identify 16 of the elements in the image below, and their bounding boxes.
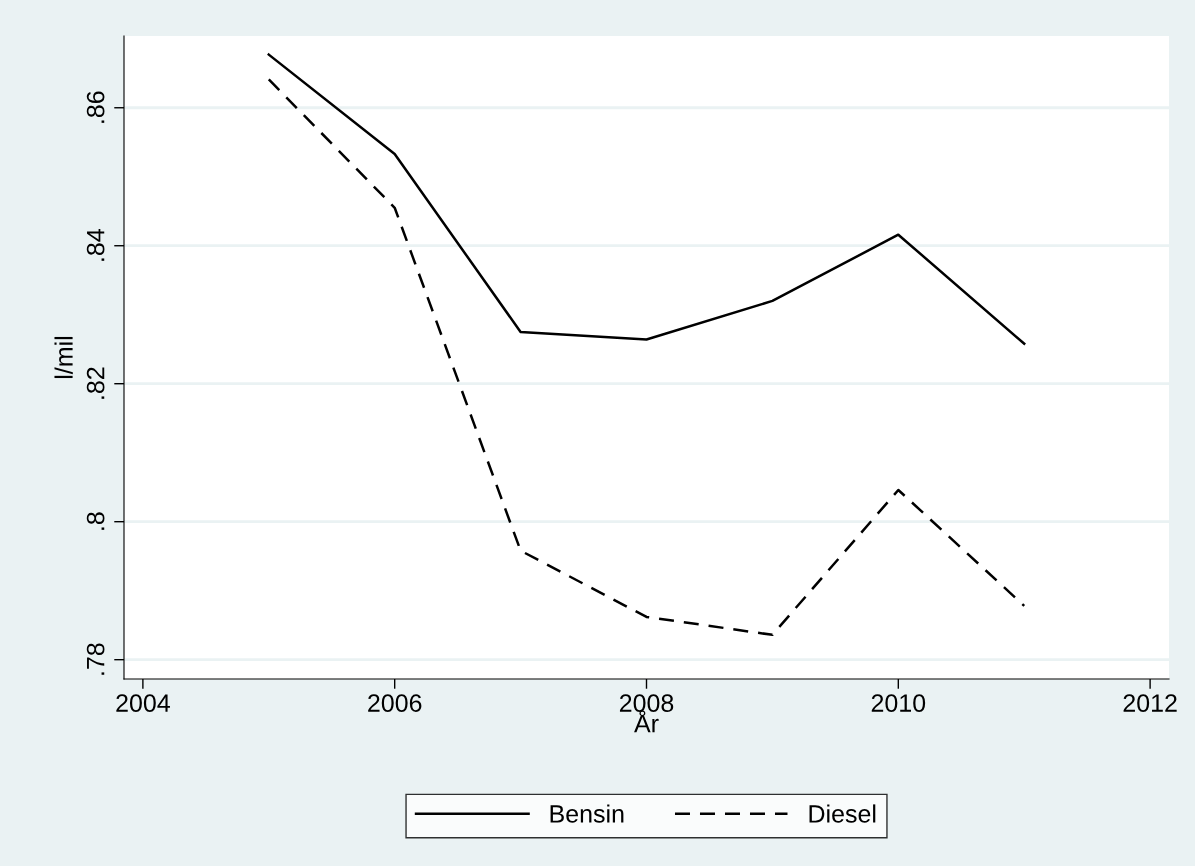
y-axis-title: l/mil (54, 336, 73, 379)
x-axis-title: År (634, 710, 659, 733)
line-series (267, 78, 1026, 637)
x-tick-label: 2004 (116, 694, 170, 712)
legend-label: Diesel (809, 804, 876, 823)
x-tick-label: 2010 (871, 694, 926, 712)
line-series (267, 53, 1026, 345)
y-tick-label: .84 (86, 229, 105, 261)
y-tick-label: .8 (86, 512, 105, 530)
y-tick-label: .86 (86, 91, 105, 123)
y-tick-label: .82 (86, 367, 105, 399)
x-tick-label: 2006 (368, 694, 422, 712)
legend-label: Bensin (550, 804, 624, 823)
x-tick-label: 2012 (1123, 694, 1177, 712)
x-tick-label: 2008 (619, 694, 674, 712)
y-tick-label: .78 (86, 643, 105, 675)
